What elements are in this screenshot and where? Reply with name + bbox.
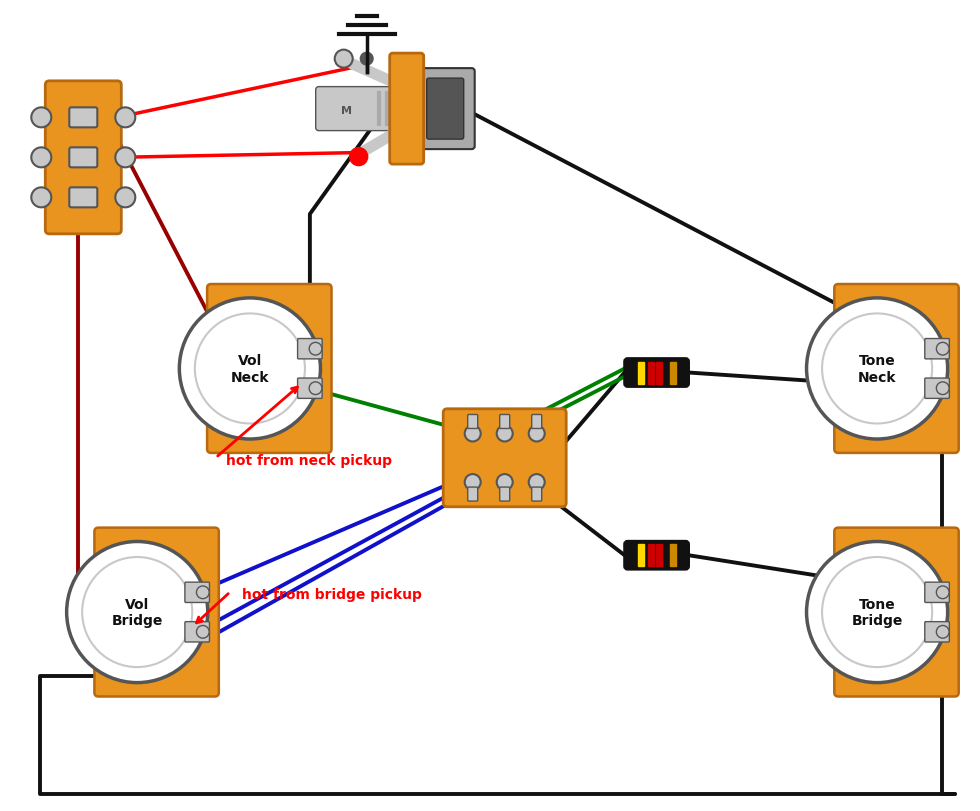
Circle shape [116,148,135,168]
FancyBboxPatch shape [94,528,219,697]
Circle shape [497,426,513,442]
Bar [648,544,654,567]
FancyBboxPatch shape [925,582,950,603]
FancyBboxPatch shape [834,285,958,453]
Circle shape [465,426,481,442]
Circle shape [196,586,209,599]
Circle shape [936,383,949,395]
Circle shape [822,557,932,667]
Circle shape [31,188,51,208]
Text: hot from bridge pickup: hot from bridge pickup [242,587,422,601]
Circle shape [361,54,372,66]
FancyBboxPatch shape [414,69,474,150]
Circle shape [936,626,949,638]
FancyBboxPatch shape [426,79,464,140]
Bar [648,362,654,384]
Text: Vol
Neck: Vol Neck [230,354,270,384]
Bar [638,544,644,567]
FancyBboxPatch shape [298,379,322,399]
Bar [669,544,675,567]
Bar [669,362,675,384]
Circle shape [82,557,192,667]
Text: hot from neck pickup: hot from neck pickup [225,453,392,467]
Circle shape [195,314,305,424]
FancyBboxPatch shape [925,622,950,642]
FancyBboxPatch shape [390,54,423,165]
FancyBboxPatch shape [185,622,210,642]
Circle shape [67,542,208,683]
Circle shape [528,474,545,491]
FancyBboxPatch shape [500,487,510,501]
Circle shape [309,383,321,395]
FancyBboxPatch shape [624,542,689,569]
Circle shape [179,298,320,440]
Circle shape [497,474,513,491]
Text: Tone
Bridge: Tone Bridge [852,597,903,628]
Circle shape [196,626,209,638]
FancyBboxPatch shape [467,487,477,501]
FancyBboxPatch shape [185,582,210,603]
FancyBboxPatch shape [70,148,97,168]
Circle shape [807,298,948,440]
Circle shape [335,50,353,69]
FancyBboxPatch shape [624,359,689,387]
Bar [656,362,662,384]
Circle shape [822,314,932,424]
Circle shape [116,188,135,208]
Text: Tone
Neck: Tone Neck [858,354,897,384]
FancyBboxPatch shape [925,339,950,359]
FancyBboxPatch shape [834,528,958,697]
Bar [656,544,662,567]
FancyBboxPatch shape [70,188,97,208]
Circle shape [528,426,545,442]
FancyBboxPatch shape [443,410,566,507]
Text: Vol
Bridge: Vol Bridge [112,597,163,628]
FancyBboxPatch shape [45,82,122,234]
FancyBboxPatch shape [467,415,477,429]
FancyBboxPatch shape [70,108,97,128]
FancyBboxPatch shape [532,415,542,429]
FancyBboxPatch shape [316,88,410,131]
Circle shape [350,148,368,166]
Circle shape [31,108,51,128]
FancyBboxPatch shape [925,379,950,399]
FancyBboxPatch shape [532,487,542,501]
Text: M: M [341,105,352,115]
Circle shape [31,148,51,168]
FancyBboxPatch shape [207,285,331,453]
Circle shape [807,542,948,683]
FancyBboxPatch shape [298,339,322,359]
FancyBboxPatch shape [500,415,510,429]
Circle shape [116,108,135,128]
Circle shape [936,586,949,599]
Circle shape [465,474,481,491]
Bar [638,362,644,384]
Circle shape [309,343,321,355]
Circle shape [936,343,949,355]
